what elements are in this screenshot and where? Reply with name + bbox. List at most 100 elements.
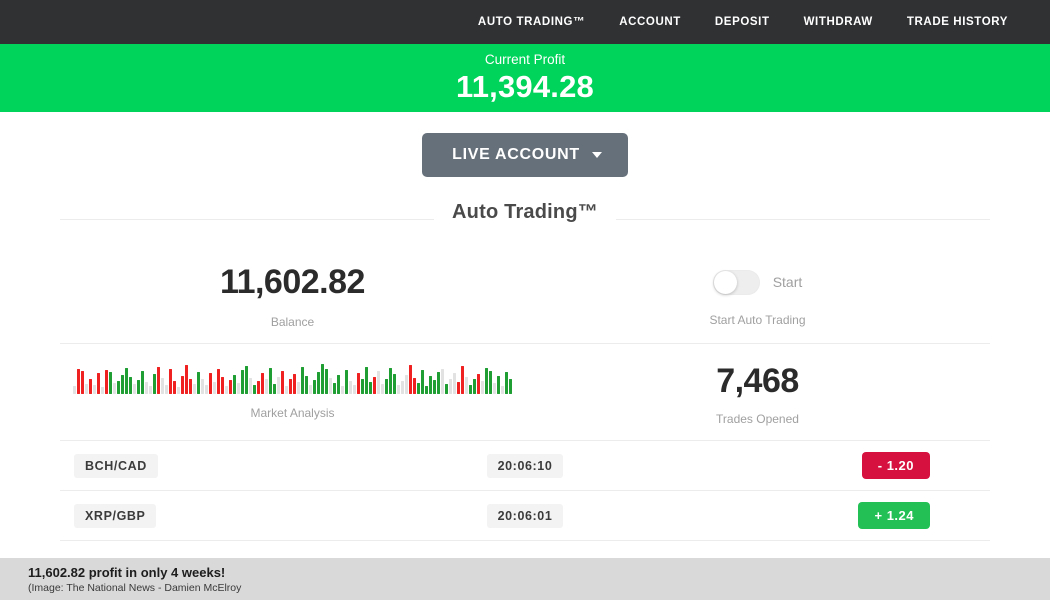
status-badge: - 1.20 (861, 452, 930, 479)
market-analysis-bar (441, 369, 444, 394)
market-analysis-bar (393, 374, 396, 394)
nav-withdraw[interactable]: WITHDRAW (803, 16, 873, 28)
market-analysis-bar (341, 386, 344, 394)
market-analysis-bar (89, 379, 92, 394)
market-analysis-bar (93, 385, 96, 394)
trades-opened-stat: 7,468 Trades Opened (525, 344, 990, 440)
market-analysis-bar (209, 373, 212, 394)
market-analysis-bar (461, 366, 464, 394)
trade-list: BCH/CAD 20:06:10 - 1.20 XRP/GBP 20:06:01… (60, 441, 990, 541)
market-analysis-bar (77, 369, 80, 394)
market-analysis-bar (417, 383, 420, 394)
status-badge: + 1.24 (858, 502, 930, 529)
table-row[interactable]: BCH/CAD 20:06:10 - 1.20 (60, 441, 990, 491)
market-analysis-bar (345, 370, 348, 394)
market-analysis-bar (409, 365, 412, 394)
market-analysis-bar (285, 386, 288, 394)
market-analysis-bar (205, 385, 208, 394)
market-analysis-bar (233, 375, 236, 394)
market-analysis-bar (185, 365, 188, 394)
market-analysis-bar (381, 384, 384, 394)
market-analysis-bar (449, 379, 452, 394)
market-analysis-bar (453, 373, 456, 394)
market-analysis-bar (321, 364, 324, 394)
market-analysis-bar (109, 372, 112, 394)
market-analysis-bar (189, 379, 192, 394)
market-analysis-bar (269, 368, 272, 394)
market-analysis-bar (85, 384, 88, 394)
market-analysis-bar (289, 379, 292, 394)
market-analysis-bar (113, 383, 116, 394)
market-analysis-bar (273, 384, 276, 394)
trade-pair-cell: BCH/CAD (60, 453, 390, 478)
market-analysis-bar (73, 386, 76, 394)
market-analysis-bar (213, 382, 216, 394)
market-analysis-bar (141, 371, 144, 394)
current-profit-label: Current Profit (484, 51, 566, 67)
nav-trade-history[interactable]: TRADE HISTORY (906, 16, 1008, 28)
market-analysis-bar (361, 379, 364, 394)
market-analysis-bar (173, 381, 176, 394)
market-analysis-bar (349, 381, 352, 394)
market-analysis-bar (161, 378, 164, 394)
market-analysis-bar (281, 371, 284, 394)
balance-value: 11,602.82 (220, 263, 365, 301)
live-account-button[interactable]: LIVE ACCOUNT (422, 133, 628, 177)
caption-headline: 11,602.82 profit in only 4 weeks! (28, 565, 226, 580)
market-analysis-bar (377, 371, 380, 394)
trades-opened-value: 7,468 (716, 362, 799, 400)
auto-trading-toggle[interactable] (712, 269, 760, 295)
market-analysis-bar (241, 370, 244, 394)
market-analysis-bar (497, 376, 500, 394)
balance-stat: 11,602.82 Balance (60, 241, 525, 343)
market-analysis-bar (257, 381, 260, 394)
market-analysis-bar (149, 386, 152, 394)
trade-amount-cell: + 1.24 (660, 502, 990, 529)
live-account-label: LIVE ACCOUNT (452, 146, 580, 163)
trade-time-cell: 20:06:01 (390, 503, 660, 528)
market-analysis-bar (201, 379, 204, 394)
market-analysis-bar (197, 372, 200, 394)
market-analysis-bar (457, 382, 460, 394)
chevron-down-icon (591, 152, 602, 158)
market-analysis-bar (221, 377, 224, 394)
market-analysis-bar (261, 373, 264, 394)
market-analysis-bar (177, 387, 180, 394)
market-analysis-bar (305, 376, 308, 394)
market-analysis-bar (413, 378, 416, 394)
market-analysis-bar (237, 383, 240, 394)
market-analysis-bar (301, 367, 304, 394)
market-analysis-bar (293, 374, 296, 394)
nav-deposit[interactable]: DEPOSIT (714, 16, 770, 28)
current-profit-banner: Current Profit 11,394.28 (0, 44, 1050, 112)
trade-pair-cell: XRP/GBP (60, 503, 390, 528)
nav-account[interactable]: ACCOUNT (619, 16, 681, 28)
market-analysis-bar (505, 372, 508, 394)
auto-trading-caption: Start Auto Trading (709, 313, 806, 327)
market-analysis-bar (153, 374, 156, 394)
market-analysis-bar (373, 377, 376, 394)
market-analysis-bar (429, 376, 432, 394)
market-analysis-bar (421, 370, 424, 394)
nav-auto-trading[interactable]: AUTO TRADING™ (477, 16, 586, 28)
toggle-knob (713, 270, 737, 294)
auto-trading-toggle-wrap: Start (525, 263, 990, 301)
market-analysis-bar (325, 369, 328, 394)
market-analysis-bar (133, 384, 136, 394)
market-analysis-bar (509, 379, 512, 394)
market-analysis-bar (477, 374, 480, 394)
auto-trading-toggle-stat: Start Start Auto Trading (525, 241, 990, 341)
market-analysis-bar (317, 372, 320, 394)
trades-opened-caption: Trades Opened (716, 412, 799, 426)
current-profit-value: 11,394.28 (455, 68, 594, 104)
market-analysis-bar (481, 381, 484, 394)
market-analysis-bar (357, 373, 360, 394)
top-navigation-bar: AUTO TRADING™ ACCOUNT DEPOSIT WITHDRAW T… (0, 0, 1050, 44)
market-analysis-bar (229, 380, 232, 394)
market-analysis-bar (297, 382, 300, 394)
market-analysis-bar (397, 385, 400, 394)
market-analysis-bar (425, 386, 428, 394)
market-analysis-caption: Market Analysis (250, 406, 335, 420)
table-row[interactable]: XRP/GBP 20:06:01 + 1.24 (60, 491, 990, 541)
